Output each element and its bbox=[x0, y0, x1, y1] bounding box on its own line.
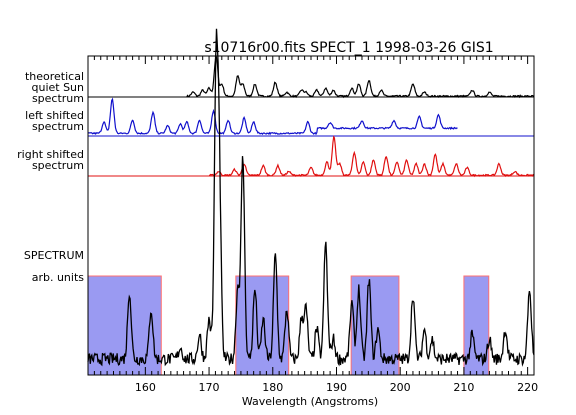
x-tick-label: 180 bbox=[262, 381, 283, 394]
chart-title: s10716r00.fits SPECT_1 1998-03-26 GIS1 bbox=[204, 40, 493, 56]
x-tick-label: 170 bbox=[199, 381, 220, 394]
panel-label: spectrum bbox=[32, 120, 84, 133]
x-tick-label: 210 bbox=[453, 381, 474, 394]
panel-label: left shifted bbox=[25, 109, 84, 122]
panel-label: theoretical bbox=[25, 70, 84, 83]
shaded-bands bbox=[87, 275, 490, 376]
x-axis-label: Wavelength (Angstroms) bbox=[242, 395, 378, 408]
series-lines bbox=[87, 28, 535, 367]
spectrum-label: arb. units bbox=[32, 271, 85, 284]
series-line bbox=[87, 97, 458, 136]
x-tick-label: 200 bbox=[390, 381, 411, 394]
x-axis-ticks: 160 170 180 190 200 210 220 bbox=[87, 56, 538, 394]
panel-label: spectrum bbox=[32, 159, 84, 172]
series-line bbox=[186, 53, 535, 99]
panel-label: spectrum bbox=[32, 92, 84, 105]
x-tick-label: 160 bbox=[135, 381, 156, 394]
spectrum-line bbox=[87, 28, 535, 367]
series-line bbox=[208, 135, 535, 178]
panel-label: quiet Sun bbox=[31, 81, 84, 94]
x-tick-label: 220 bbox=[517, 381, 538, 394]
spectrum-label: SPECTRUM bbox=[24, 249, 84, 262]
x-tick-label: 190 bbox=[326, 381, 347, 394]
panel-label: right shifted bbox=[17, 148, 84, 161]
